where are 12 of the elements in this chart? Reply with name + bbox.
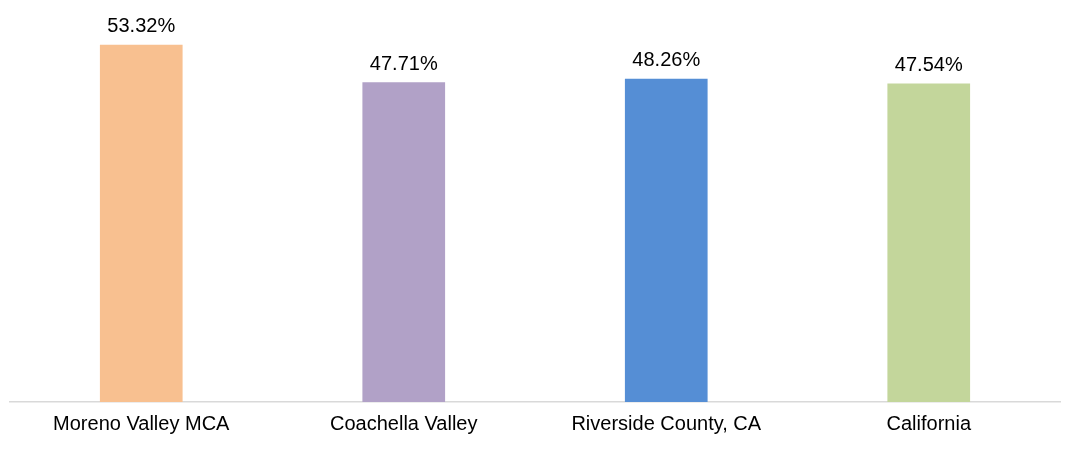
data-label: 47.54% xyxy=(894,53,963,75)
bar xyxy=(99,44,183,402)
data-label: 47.71% xyxy=(369,51,438,74)
x-tick-label: Coachella Valley xyxy=(330,411,478,434)
bar xyxy=(887,83,971,402)
x-tick-label: Moreno Valley MCA xyxy=(53,411,231,434)
bar xyxy=(624,78,708,402)
bar xyxy=(362,82,446,402)
data-label: 53.32% xyxy=(107,14,176,37)
data-label: 48.26% xyxy=(632,48,701,71)
x-tick-label: California xyxy=(886,411,972,434)
x-tick-label: Riverside County, CA xyxy=(571,411,762,434)
